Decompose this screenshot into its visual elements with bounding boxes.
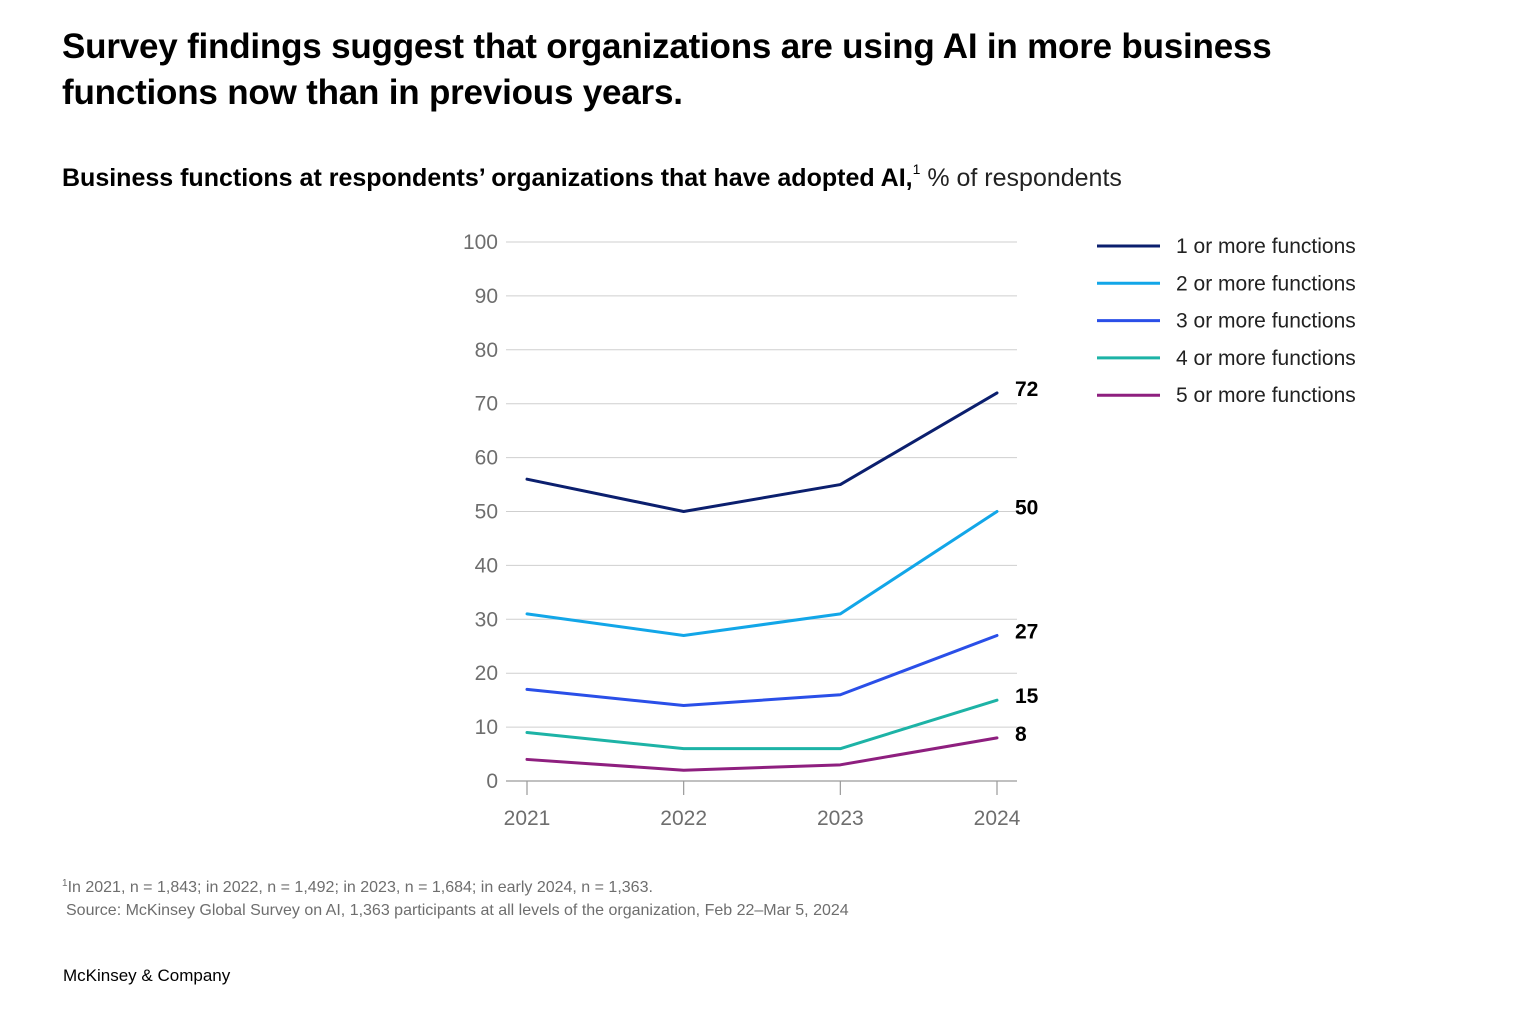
- end-label-series-3: 27: [1015, 620, 1038, 643]
- series-line-3: [525, 633, 999, 708]
- y-tick-label: 60: [475, 447, 498, 470]
- end-label-series-4: 15: [1015, 685, 1039, 708]
- legend-label: 4 or more functions: [1176, 347, 1356, 370]
- legend-label: 5 or more functions: [1176, 384, 1356, 407]
- x-axis: 2021 2022 2023 2024: [504, 781, 1021, 830]
- x-tick-label: 2021: [504, 807, 551, 830]
- footnote-marker: 1: [62, 878, 68, 889]
- series-line-1: [525, 391, 999, 513]
- legend-label: 3 or more functions: [1176, 310, 1356, 333]
- chart-subtitle: Business functions at respondents’ organ…: [62, 160, 1122, 196]
- x-tick-label: 2024: [974, 807, 1021, 830]
- series-line-4: [525, 698, 999, 751]
- subtitle-footnote-ref: 1: [912, 161, 921, 177]
- headline: Survey findings suggest that organizatio…: [62, 27, 1272, 112]
- end-label-series-2: 50: [1015, 497, 1038, 520]
- legend-label: 2 or more functions: [1176, 272, 1356, 295]
- y-tick-label: 20: [475, 662, 498, 685]
- y-tick-label: 10: [475, 716, 498, 739]
- y-tick-label: 30: [475, 608, 498, 631]
- series-line-2: [525, 510, 999, 637]
- footnote-text: In 2021, n = 1,843; in 2022, n = 1,492; …: [67, 879, 653, 896]
- y-tick-label: 90: [475, 285, 498, 308]
- x-tick-label: 2022: [660, 807, 707, 830]
- y-tick-label: 80: [475, 339, 498, 362]
- footnote-source: Source: McKinsey Global Survey on AI, 1,…: [66, 902, 849, 919]
- x-tick-label: 2023: [817, 807, 864, 830]
- y-tick-label: 50: [475, 501, 498, 524]
- footnote: 1In 2021, n = 1,843; in 2022, n = 1,492;…: [62, 876, 849, 922]
- end-labels: 72 50 27 15 8: [1015, 378, 1039, 746]
- y-tick-label: 100: [463, 231, 498, 254]
- legend: 1 or more functions 2 or more functions 3 …: [1097, 235, 1356, 407]
- end-label-series-1: 72: [1015, 378, 1038, 401]
- subtitle-unit: % of respondents: [920, 164, 1122, 192]
- gridlines: 0 10 20 30 40 50 60 70 80 90 100: [463, 231, 1017, 793]
- footnote-sample-sizes: 1In 2021, n = 1,843; in 2022, n = 1,492;…: [62, 876, 849, 899]
- series-lines: [525, 391, 999, 772]
- legend-label: 1 or more functions: [1176, 235, 1356, 258]
- y-tick-label: 0: [486, 770, 498, 793]
- y-tick-label: 40: [475, 554, 498, 577]
- brand-logo: McKinsey & Company: [63, 966, 231, 985]
- y-tick-label: 70: [475, 393, 498, 416]
- subtitle-bold: Business functions at respondents’ organ…: [62, 164, 913, 192]
- series-line-5: [525, 736, 999, 772]
- end-label-series-5: 8: [1015, 723, 1027, 746]
